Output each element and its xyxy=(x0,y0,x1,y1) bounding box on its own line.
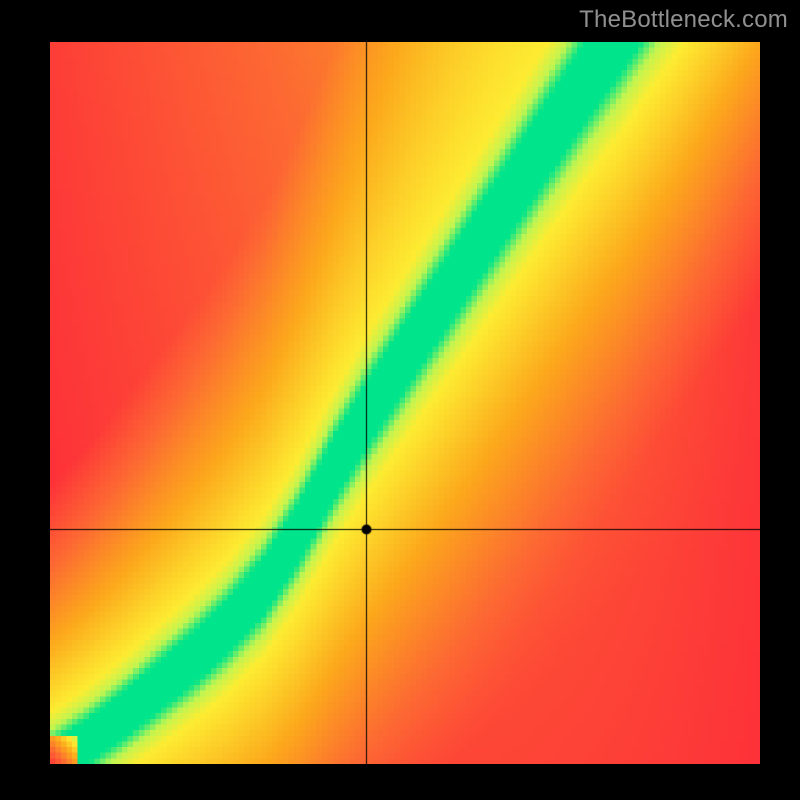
stage: TheBottleneck.com xyxy=(0,0,800,800)
crosshair-overlay xyxy=(50,42,760,764)
watermark-text: TheBottleneck.com xyxy=(579,6,788,34)
